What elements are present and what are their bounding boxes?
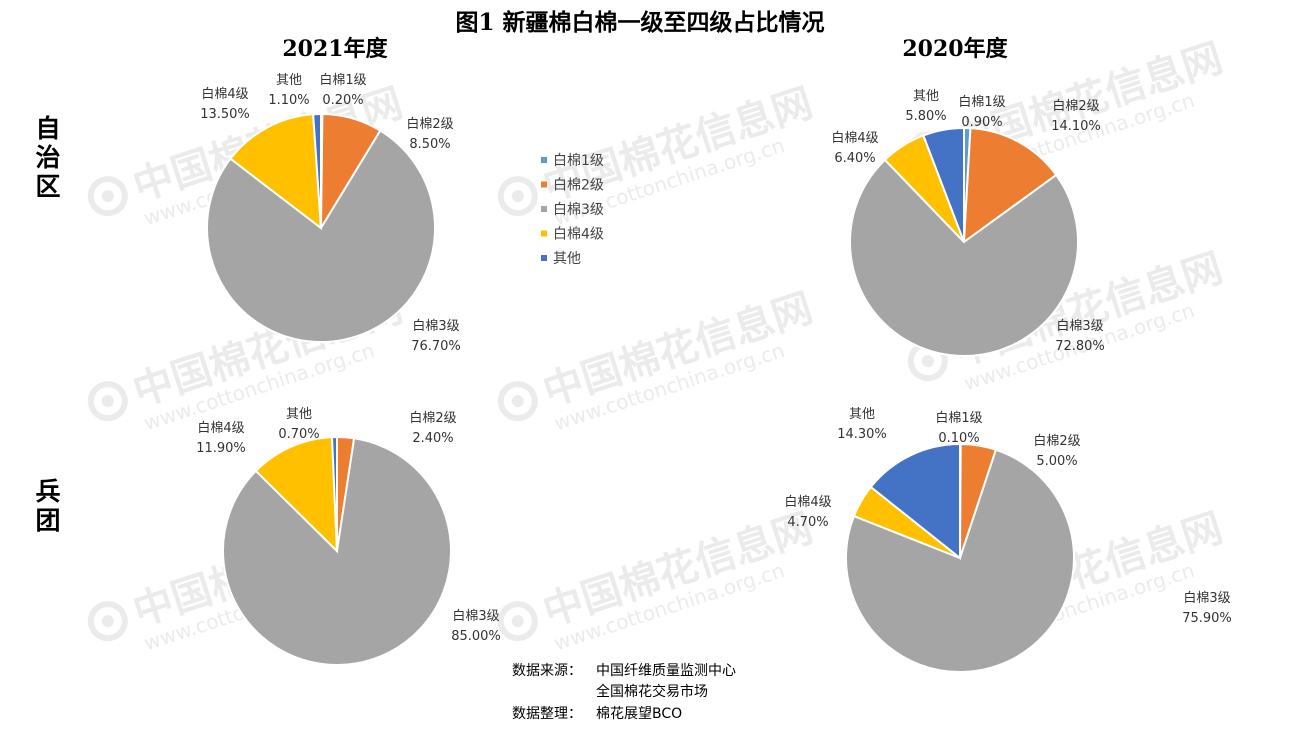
pie-slice: [330, 435, 338, 552]
source-line-2: 全国棉花交易市场: [596, 683, 708, 700]
data-label: 白棉2级 14.10%: [1051, 98, 1101, 134]
legend-item: 白棉1级: [541, 152, 604, 169]
legend-item: 白棉2级: [541, 177, 604, 194]
cotton-logo-icon: [87, 176, 128, 217]
data-label: 白棉4级 11.90%: [196, 420, 246, 456]
legend-swatch: [541, 181, 547, 188]
cotton-logo-icon: [87, 381, 128, 422]
pie-chart-3: 白棉1级 0.10% 白棉2级 5.00% 白棉3级 75.90% 白棉4级 4.70% 其他 1…: [784, 407, 1232, 673]
source-line-1: 中国纤维质量监测中心: [596, 663, 736, 679]
pie-slice: [229, 113, 323, 231]
pie-chart-0: 白棉1级 0.20% 白棉2级 8.50% 白棉3级 76.70% 白棉4级 13.50% 其他…: [200, 72, 461, 354]
data-label: 其他 0.70%: [278, 407, 319, 442]
legend-swatch: [541, 230, 547, 237]
data-label: 白棉2级 8.50%: [406, 116, 453, 152]
data-label: 其他 1.10%: [268, 73, 309, 108]
data-label: 白棉3级 72.80%: [1055, 318, 1105, 354]
legend-item: 白棉3级: [541, 201, 604, 218]
legend-label: 白棉1级: [553, 152, 604, 169]
pie-slice: [312, 112, 322, 229]
legend-swatch: [541, 206, 547, 212]
row-header-char: 区: [35, 172, 60, 201]
pie-slice: [254, 436, 339, 554]
compiled-by-label: 数据整理：: [512, 706, 582, 722]
column-header-2021: 2021年度: [282, 36, 388, 62]
data-label: 白棉3级 75.90%: [1182, 590, 1232, 626]
data-label: 其他 5.80%: [905, 89, 946, 124]
row-header-char: 治: [35, 143, 60, 172]
data-label: 白棉3级 85.00%: [451, 608, 501, 644]
legend-label: 其他: [553, 251, 581, 267]
source-note: 数据来源： 中国纤维质量监测中心 全国棉花交易市场 数据整理： 棉花展望BCO: [512, 663, 736, 722]
data-label: 白棉1级 0.90%: [958, 94, 1005, 130]
source-label: 数据来源：: [512, 663, 582, 679]
pie-chart-1: 白棉1级 0.90% 白棉2级 14.10% 白棉3级 72.80% 白棉4级 6.40% 其他…: [831, 89, 1105, 357]
legend-item: 白棉4级: [541, 226, 604, 243]
data-label: 白棉4级 6.40%: [831, 130, 878, 166]
data-label: 白棉2级 2.40%: [409, 410, 456, 446]
pie-slice: [206, 129, 436, 343]
row-header-autonomous-region: 自治区: [35, 114, 60, 201]
data-label: 白棉2级 5.00%: [1033, 433, 1080, 469]
row-header-corps: 兵团: [35, 477, 60, 535]
legend-label: 白棉2级: [553, 177, 604, 194]
figure-title: 图1 新疆棉白棉一级至四级占比情况: [455, 9, 824, 36]
data-label: 白棉1级 0.10%: [935, 410, 982, 446]
legend-swatch: [541, 255, 547, 261]
data-label: 白棉4级 4.70%: [784, 494, 831, 530]
legend-item: 其他: [541, 251, 581, 267]
pie-charts: 白棉1级 0.20% 白棉2级 8.50% 白棉3级 76.70% 白棉4级 13.50% 其他…: [196, 72, 1232, 673]
cotton-logo-icon: [497, 601, 538, 642]
pie-slice: [922, 126, 965, 243]
pie-slice: [845, 448, 1075, 673]
legend-label: 白棉4级: [553, 226, 604, 243]
data-label: 白棉1级 0.20%: [319, 72, 366, 108]
pie-slice: [869, 442, 961, 561]
data-label: 白棉4级 13.50%: [200, 86, 250, 122]
pie-slice: [962, 127, 1058, 245]
pie-chart-2: 白棉2级 2.40% 白棉3级 85.00% 白棉4级 11.90% 其他 0.70%: [196, 407, 501, 666]
pie-slice: [849, 158, 1079, 357]
row-header-char: 团: [35, 506, 60, 535]
compiled-by-value: 棉花展望BCO: [596, 705, 682, 722]
legend-swatch: [541, 157, 547, 163]
row-header-char: 自: [35, 114, 60, 143]
column-header-2020: 2020年度: [902, 36, 1008, 62]
cotton-logo-icon: [497, 176, 538, 217]
cotton-logo-icon: [497, 381, 538, 422]
legend-label: 白棉3级: [553, 201, 604, 218]
data-label: 其他 14.30%: [837, 407, 887, 442]
cotton-logo-icon: [87, 601, 128, 642]
row-header-char: 兵: [35, 477, 60, 506]
data-label: 白棉3级 76.70%: [411, 318, 461, 354]
